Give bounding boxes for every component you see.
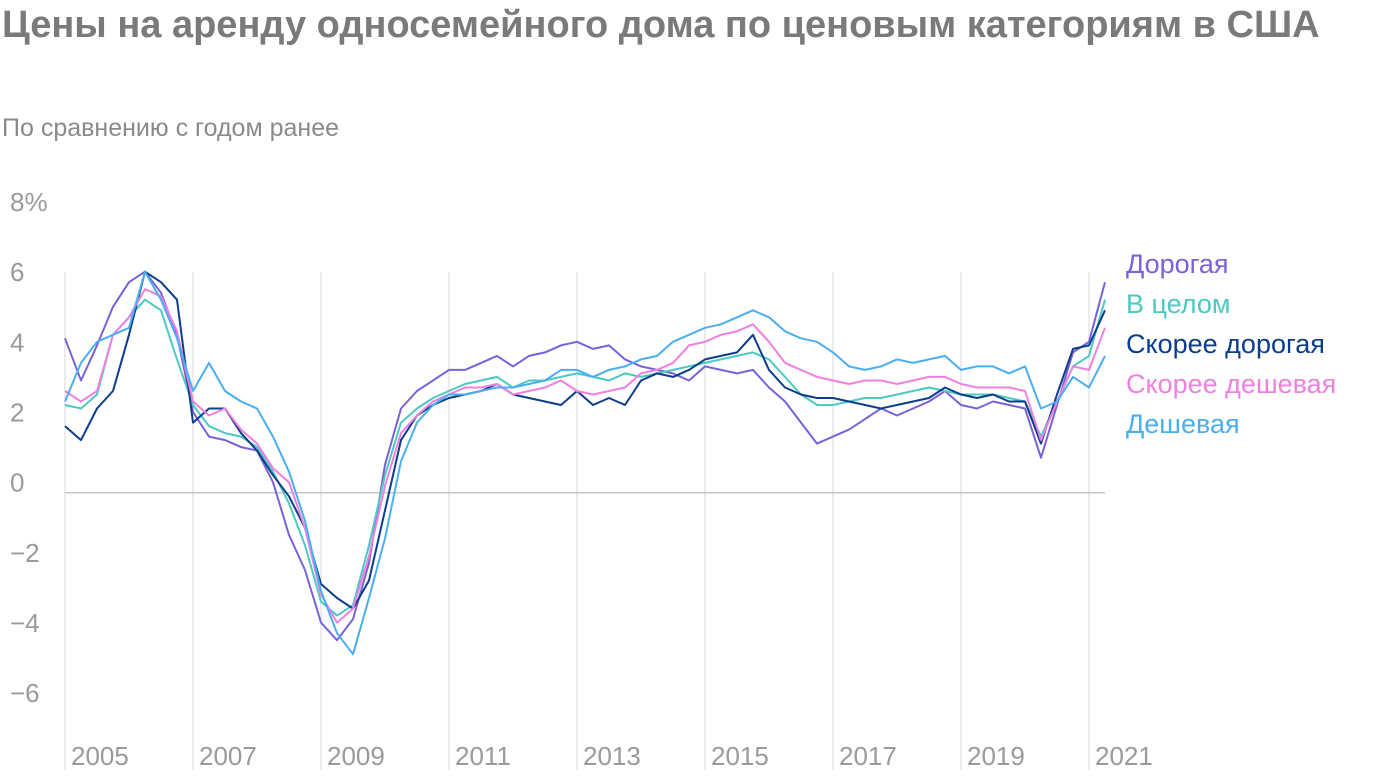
x-tick-label: 2017 [839, 741, 897, 771]
chart-subtitle: По сравнению с годом ранее [2, 114, 339, 142]
y-tick-label: 6 [10, 257, 24, 287]
y-tick-label: 4 [10, 327, 24, 357]
x-tick-label: 2007 [199, 741, 257, 771]
x-tick-label: 2019 [967, 741, 1025, 771]
x-tick-label: 2013 [583, 741, 641, 771]
legend-label: В целом [1126, 289, 1230, 319]
legend-label: Скорее дешевая [1126, 369, 1336, 399]
legend-label: Дешевая [1126, 409, 1240, 439]
legend-label: Скорее дорогая [1126, 329, 1325, 359]
y-tick-label: −2 [10, 538, 40, 568]
legend-label: Дорогая [1126, 249, 1229, 279]
y-tick-label: 2 [10, 397, 24, 427]
series-line [64, 298, 1106, 617]
x-tick-label: 2009 [327, 741, 385, 771]
x-tick-label: 2005 [71, 741, 129, 771]
y-tick-label: 0 [10, 468, 24, 498]
series-line [64, 270, 1106, 610]
x-tick-label: 2021 [1095, 741, 1153, 771]
y-tick-label: −6 [10, 678, 40, 708]
series-line [64, 288, 1106, 624]
x-tick-label: 2011 [455, 741, 511, 771]
y-tick-label: 8% [10, 187, 48, 217]
y-tick-label: −4 [10, 608, 40, 638]
x-tick-label: 2015 [711, 741, 769, 771]
series-line [64, 270, 1106, 642]
series-line [64, 270, 1106, 656]
chart-title: Цены на аренду односемейного дома по цен… [2, 4, 1320, 46]
